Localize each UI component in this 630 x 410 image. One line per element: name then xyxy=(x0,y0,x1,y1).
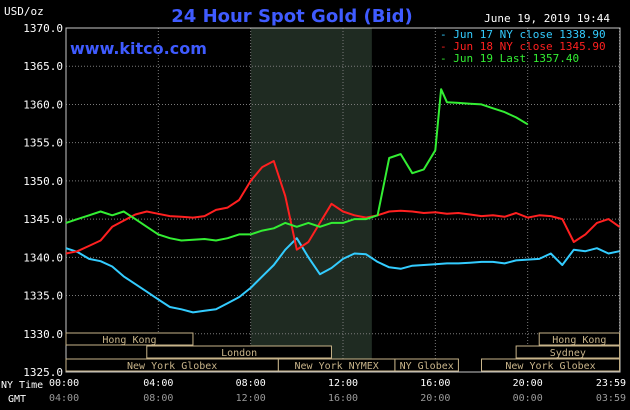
x-axis-label-gmt: GMT xyxy=(8,394,26,405)
y-tick-label: 1330.0 xyxy=(23,328,63,341)
price-series xyxy=(65,88,621,314)
x-tick-label-ny: 20:00 xyxy=(513,378,543,389)
shaded-session-band xyxy=(250,28,372,372)
session-label: Hong Kong xyxy=(552,335,606,346)
y-tick-label: 1325.0 xyxy=(23,366,63,379)
series-line-2 xyxy=(65,160,621,255)
x-tick-label-gmt: 08:00 xyxy=(143,393,173,404)
x-axis-label-ny: NY Time xyxy=(1,380,43,391)
legend-series-3: - Jun 19 Last 1357.40 xyxy=(440,52,579,65)
y-tick-label: 1340.0 xyxy=(23,251,63,264)
session-label: Hong Kong xyxy=(102,335,156,346)
timestamp: June 19, 2019 19:44 xyxy=(484,12,610,25)
session-box xyxy=(538,332,621,346)
trading-sessions: Hong Kong London New York Globex New York N… xyxy=(65,332,621,372)
session-box xyxy=(394,358,459,372)
site-watermark[interactable]: www.kitco.com xyxy=(70,39,207,58)
x-tick-label-ny: 12:00 xyxy=(328,378,358,389)
session-label: Sydney xyxy=(550,348,586,359)
y-axis-label: USD/oz xyxy=(4,5,44,18)
session-label: New York Globex xyxy=(127,361,217,372)
y-tick-label: 1350.0 xyxy=(23,175,63,188)
y-tick-label: 1365.0 xyxy=(23,60,63,73)
x-tick-label-ny: 04:00 xyxy=(143,378,173,389)
x-tick-label-gmt: 16:00 xyxy=(328,393,358,404)
x-tick-label-ny: 00:00 xyxy=(49,378,79,389)
plot-frame xyxy=(65,27,621,373)
series-line-3 xyxy=(65,88,529,242)
legend-series-2: - Jun 18 NY close 1345.90 xyxy=(440,40,606,53)
x-tick-label-ny: 16:00 xyxy=(420,378,450,389)
session-label: New York NYMEX xyxy=(295,361,379,372)
y-tick-label: 1355.0 xyxy=(23,137,63,150)
y-tick-label: 1370.0 xyxy=(23,22,63,35)
x-tick-labels: 00:00 04:00 08:00 12:00 16:00 20:00 23:59 04:00… xyxy=(49,378,626,404)
y-tick-label: 1345.0 xyxy=(23,213,63,226)
x-tick-label-gmt: 03:59 xyxy=(596,393,626,404)
y-tick-label: 1335.0 xyxy=(23,290,63,303)
session-box xyxy=(481,358,621,372)
series-line-1 xyxy=(65,237,620,314)
session-label: New York Globex xyxy=(505,361,595,372)
session-label: London xyxy=(221,348,257,359)
x-tick-label-gmt: 12:00 xyxy=(236,393,266,404)
chart-title: 24 Hour Spot Gold (Bid) xyxy=(171,6,412,27)
session-box xyxy=(515,345,621,359)
legend-series-1: - Jun 17 NY close 1338.90 xyxy=(440,28,606,41)
x-tick-label-ny: 23:59 xyxy=(596,378,626,389)
session-box xyxy=(65,332,194,346)
x-tick-label-gmt: 20:00 xyxy=(420,393,450,404)
session-label: NY Globex xyxy=(400,361,454,372)
x-tick-label-gmt: 00:00 xyxy=(513,393,543,404)
x-tick-label-gmt: 04:00 xyxy=(49,393,79,404)
y-tick-labels: 1370.0 1365.0 1360.0 1355.0 1350.0 1345.0 1340… xyxy=(23,22,63,379)
y-tick-label: 1360.0 xyxy=(23,98,63,111)
session-box xyxy=(146,345,332,359)
x-tick-label-ny: 08:00 xyxy=(236,378,266,389)
